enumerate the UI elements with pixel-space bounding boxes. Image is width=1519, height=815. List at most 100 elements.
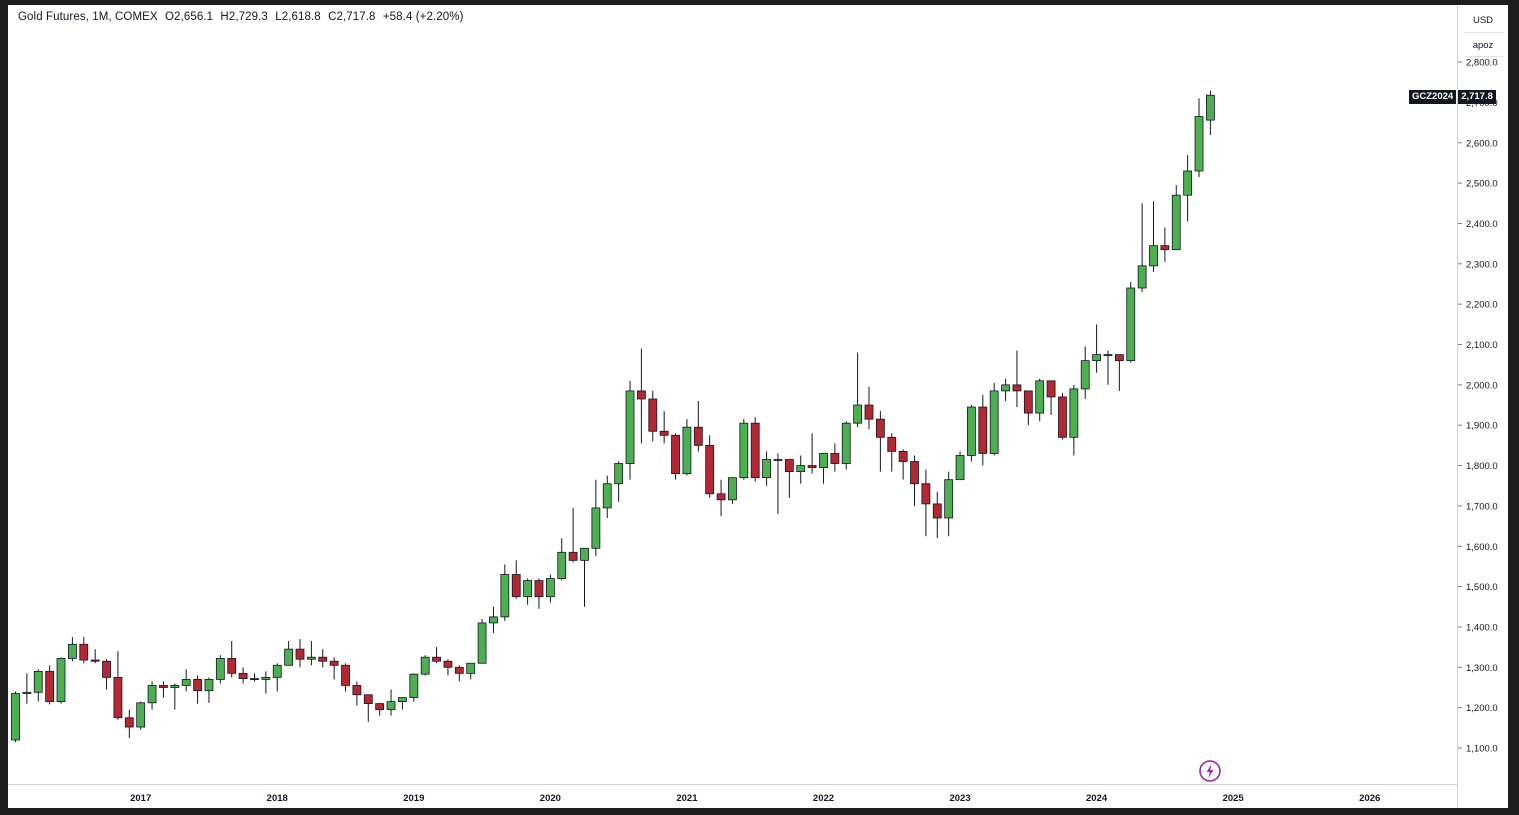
candle-body-up [944, 479, 954, 519]
candle-body-up [853, 404, 863, 424]
legend-high: H2,729.3 [220, 11, 268, 23]
candle-body-up [466, 662, 476, 674]
price-tick-label: 1,100.0 [1466, 744, 1498, 755]
candle [739, 419, 749, 480]
candle-body-down [124, 717, 134, 728]
candle-body-up [625, 390, 635, 464]
candle [284, 641, 294, 666]
candle [22, 673, 32, 704]
candle [762, 451, 771, 486]
time-tick-label: 2023 [949, 793, 970, 804]
candle-body-up [284, 648, 294, 666]
candle [1012, 350, 1022, 408]
candle [659, 411, 669, 444]
time-tick-label: 2022 [813, 793, 834, 804]
candle-body-up [602, 483, 612, 509]
candle-body-up [181, 679, 191, 686]
candle-body-down [568, 551, 578, 561]
candle [830, 443, 840, 472]
candle [1001, 378, 1010, 401]
candle [898, 449, 908, 480]
candle [1194, 98, 1204, 178]
price-tick-label: 2,300.0 [1466, 259, 1498, 270]
bolt-icon[interactable] [1198, 759, 1222, 783]
candle-body-down [1160, 245, 1170, 251]
candle [181, 669, 191, 692]
candle [1103, 350, 1113, 385]
candle-body-down [363, 694, 373, 705]
candle-body-down [637, 390, 646, 400]
candle [1126, 281, 1136, 363]
chart-frame: Gold Futures, 1M, COMEX O2,656.1 H2,729.… [8, 5, 1508, 808]
candle [113, 651, 123, 720]
time-tick-label: 2026 [1359, 793, 1380, 804]
candle [306, 641, 316, 666]
legend-close: C2,717.8 [328, 11, 376, 23]
candle-body-up [261, 676, 271, 680]
candle [432, 647, 441, 664]
candle [750, 417, 760, 482]
candle [398, 697, 407, 710]
candle-body-up [682, 426, 692, 475]
candle [386, 689, 396, 716]
candle-body-down [318, 656, 328, 662]
candle [807, 433, 817, 474]
candle [648, 390, 658, 442]
candle [215, 655, 225, 684]
last-price-value: 2,717.8 [1458, 90, 1496, 104]
candle [989, 382, 999, 456]
candle-body-up [762, 459, 771, 479]
candle [136, 701, 146, 730]
time-tick-label: 2021 [676, 793, 698, 804]
candle [420, 655, 430, 676]
candle [272, 663, 282, 692]
scale-mode-button[interactable]: apoz [1464, 35, 1502, 55]
plot-area[interactable] [8, 5, 1457, 784]
price-tick-label: 2,500.0 [1466, 179, 1498, 190]
candle-body-down [534, 580, 544, 598]
price-tick-label: 1,900.0 [1466, 421, 1498, 432]
candle [841, 421, 851, 470]
candle-body-down [716, 493, 726, 501]
price-tick-label: 2,600.0 [1466, 138, 1498, 149]
candle [1160, 227, 1170, 262]
candle-body-up [215, 658, 225, 680]
candle-body-up [796, 465, 806, 473]
candle-body-down [875, 418, 885, 438]
candle-body-up [398, 697, 407, 702]
price-axis[interactable]: USD apoz 1,100.0 1,200.0 1,300.0 1,400.0 1,5… [1457, 5, 1508, 808]
candle [409, 673, 419, 702]
candle-body-up [989, 390, 999, 454]
candle-body-down [227, 658, 237, 674]
candle-body-up [11, 693, 20, 741]
candle [204, 677, 214, 703]
last-price-ticker: GCZ2024 [1409, 90, 1457, 104]
candle-body-down [375, 703, 385, 711]
candle [1069, 384, 1079, 456]
price-tick-label: 1,500.0 [1466, 582, 1498, 593]
candle-body-up [1103, 354, 1113, 356]
candle-body-up [500, 574, 510, 618]
time-axis[interactable]: 2017 2018 2019 2020 2021 2022 2023 2024 2025 2026 [8, 784, 1457, 808]
candle [614, 461, 624, 502]
candle [477, 618, 487, 664]
candle-body-up [68, 643, 77, 659]
candle [819, 453, 828, 484]
candle [33, 669, 43, 702]
candle [227, 641, 237, 678]
candle-body-down [102, 660, 111, 678]
candle-body-up [477, 622, 487, 664]
currency-button[interactable]: USD [1464, 10, 1502, 30]
candle [466, 662, 476, 680]
candle-body-up [489, 616, 498, 624]
candle-body-down [910, 461, 919, 485]
candle [693, 400, 703, 452]
candle-body-down [750, 422, 760, 479]
candle [250, 673, 259, 682]
candle-body-down [90, 659, 100, 662]
candle [1149, 201, 1158, 272]
legend-symbol[interactable]: Gold Futures, 1M, COMEX [18, 11, 158, 23]
candle [238, 667, 248, 684]
candle [545, 574, 555, 603]
candle [864, 386, 874, 430]
